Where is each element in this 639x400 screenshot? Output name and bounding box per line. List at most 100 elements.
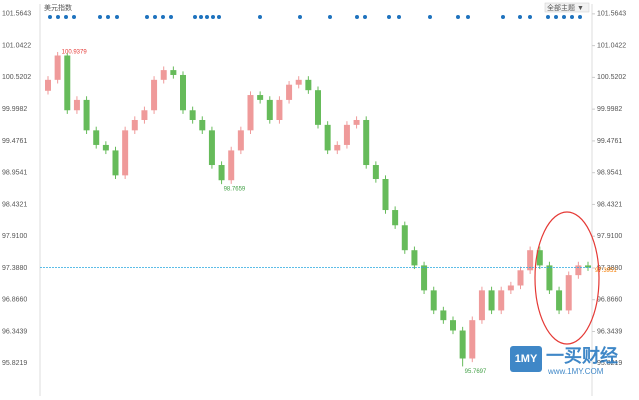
candle-body xyxy=(73,99,80,111)
candle-body xyxy=(295,79,302,85)
y-tick-label-right: 96.8660 xyxy=(597,297,622,304)
high-label: 100.9379 xyxy=(62,50,88,56)
y-tick-label-right: 95.8219 xyxy=(597,360,622,367)
candle-body xyxy=(151,79,158,111)
candle-body xyxy=(64,55,71,111)
y-tick-label-left: 98.9541 xyxy=(2,170,27,177)
watermark: 1MY 一买财经 www.1MY.COM xyxy=(510,345,618,376)
event-dot xyxy=(456,15,460,19)
event-dot xyxy=(161,15,165,19)
event-dot xyxy=(56,15,60,19)
event-dot xyxy=(570,15,574,19)
candle-body xyxy=(334,144,341,151)
candle-body xyxy=(382,179,389,211)
candle-body xyxy=(286,84,293,100)
watermark-logo-box xyxy=(510,346,542,372)
low-label: 95.7697 xyxy=(465,369,487,375)
candle-body xyxy=(276,99,283,120)
event-dot xyxy=(48,15,52,19)
candle-body xyxy=(247,95,254,131)
current-price-label: 97.3951 xyxy=(595,268,617,274)
event-dot xyxy=(98,15,102,19)
event-dot xyxy=(528,15,532,19)
event-dot xyxy=(64,15,68,19)
y-tick-label-left: 97.9100 xyxy=(2,233,27,240)
candle-body xyxy=(585,265,591,268)
theme-menu[interactable] xyxy=(544,2,590,13)
candle-body xyxy=(353,119,360,125)
event-dot xyxy=(169,15,173,19)
highlight-circle xyxy=(534,211,600,345)
y-tick-label-right: 100.5202 xyxy=(597,74,626,81)
event-dot xyxy=(546,15,550,19)
event-dot xyxy=(217,15,221,19)
candle-body xyxy=(363,119,370,166)
candle-body xyxy=(112,150,119,176)
low-label: 98.7659 xyxy=(224,187,246,193)
candle-body xyxy=(440,310,447,321)
event-dot xyxy=(258,15,262,19)
y-tick-label-right: 99.4761 xyxy=(597,138,622,145)
event-dot xyxy=(562,15,566,19)
chart-title: 美元指数 xyxy=(44,3,72,12)
y-tick-label-left: 99.9982 xyxy=(2,106,27,113)
candle-body xyxy=(488,290,495,311)
event-dot xyxy=(328,15,332,19)
candle-body xyxy=(478,290,485,321)
y-tick-label-right: 98.9541 xyxy=(597,170,622,177)
event-dot xyxy=(72,15,76,19)
candle-body xyxy=(575,265,582,276)
event-dot xyxy=(355,15,359,19)
candle-body xyxy=(266,99,273,120)
candle-body xyxy=(54,55,61,80)
y-tick-label-right: 96.3439 xyxy=(597,328,622,335)
candle-body xyxy=(218,165,225,181)
candle-body xyxy=(343,124,350,145)
candle-body xyxy=(122,130,129,176)
candle-body xyxy=(160,70,167,80)
event-dot xyxy=(199,15,203,19)
event-dot xyxy=(387,15,391,19)
candle-body xyxy=(556,290,563,311)
theme-menu-label[interactable]: 全部主题 ▼ xyxy=(547,3,584,12)
y-tick-label-left: 100.5202 xyxy=(2,74,31,81)
candle-body xyxy=(498,290,505,311)
candle-body xyxy=(517,270,524,286)
event-dot xyxy=(501,15,505,19)
candle-body xyxy=(546,265,553,291)
watermark-url: www.1MY.COM xyxy=(547,367,604,376)
y-tick-label-right: 98.4321 xyxy=(597,201,622,208)
candle-body xyxy=(411,250,418,266)
plot: 101.5643 101.5643 101.0422 101.0422 100.5202… xyxy=(2,11,626,375)
candle-body xyxy=(565,275,572,311)
event-dot xyxy=(518,15,522,19)
event-dot xyxy=(153,15,157,19)
y-tick-label-left: 97.3880 xyxy=(2,265,27,272)
candle-body xyxy=(324,124,331,151)
event-markers xyxy=(48,15,582,19)
event-dot xyxy=(106,15,110,19)
y-tick-label-left: 98.4321 xyxy=(2,201,27,208)
candle-body xyxy=(257,95,264,100)
candle-body xyxy=(170,70,177,75)
candle-body xyxy=(228,150,235,181)
y-tick-label-left: 99.4761 xyxy=(2,138,27,145)
candle-body xyxy=(421,265,428,291)
event-dot xyxy=(554,15,558,19)
candle-body xyxy=(199,119,206,131)
y-tick-label-left: 101.5643 xyxy=(2,11,31,18)
candle-body xyxy=(450,320,456,331)
event-dot xyxy=(466,15,470,19)
candle-body xyxy=(372,165,379,180)
candle-body xyxy=(180,74,186,111)
event-dot xyxy=(211,15,215,19)
candle-body xyxy=(93,130,100,145)
candle-body xyxy=(141,110,148,120)
candle-body xyxy=(208,130,215,166)
event-dot xyxy=(145,15,149,19)
candle-body xyxy=(305,79,312,91)
event-dot xyxy=(193,15,197,19)
candle-body xyxy=(527,250,534,271)
event-dot xyxy=(578,15,582,19)
